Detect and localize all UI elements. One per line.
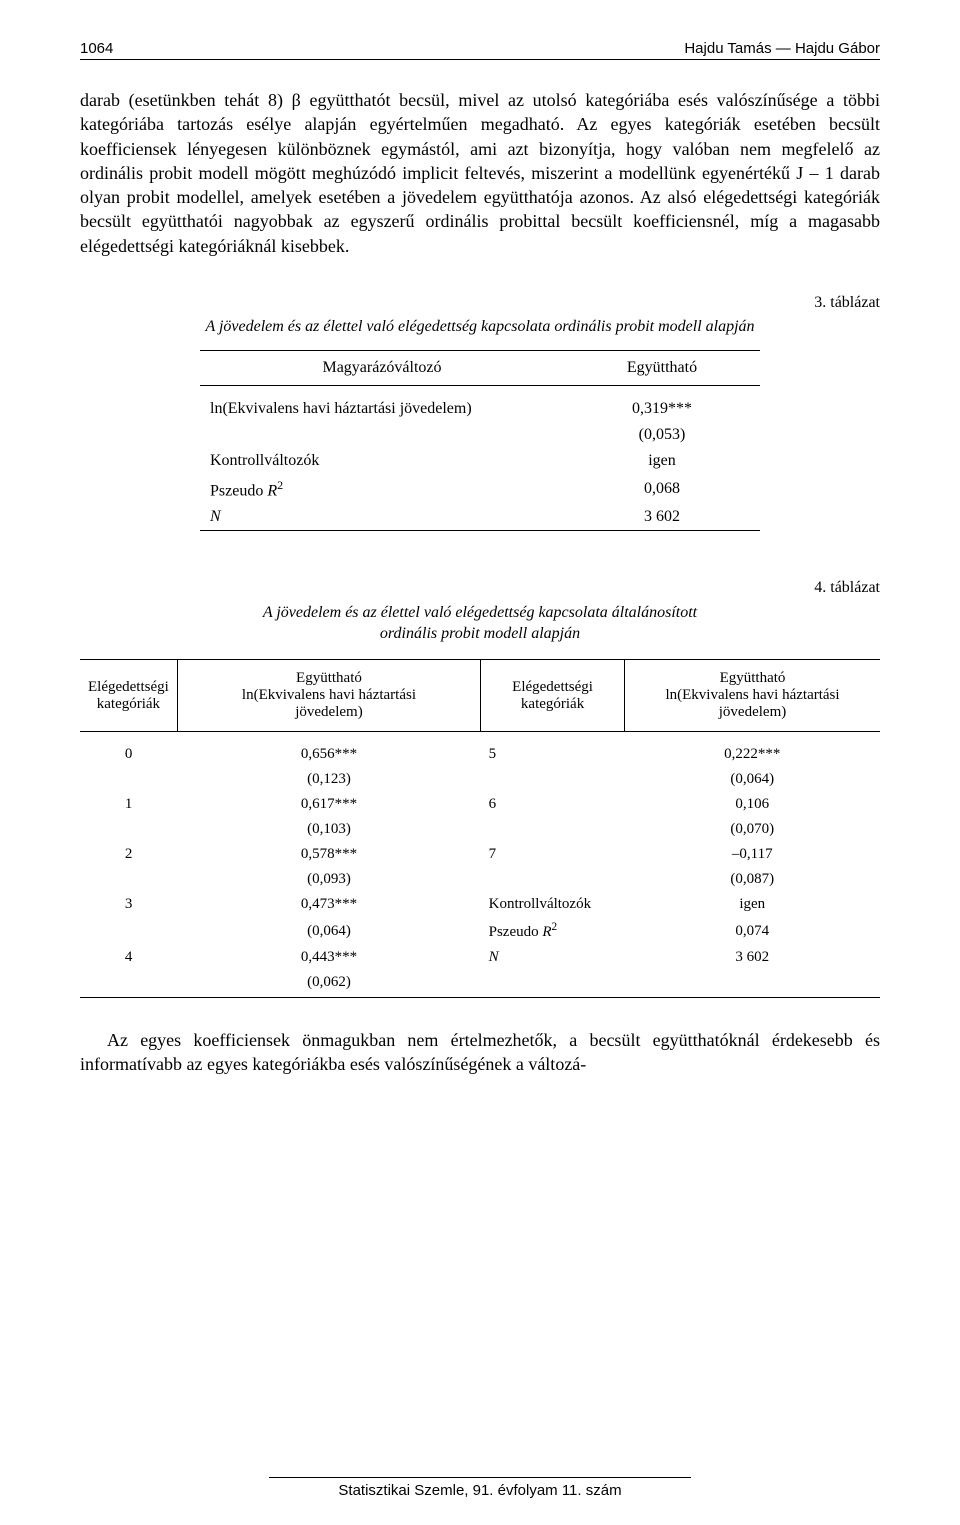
table-row: 2 0,578*** 7 –0,117 — [80, 842, 880, 867]
t4-cell — [625, 970, 880, 998]
table-row: N 3 602 — [200, 504, 760, 531]
table-row: Pszeudo R2 0,068 — [200, 474, 760, 504]
table-row: (0,123) (0,064) — [80, 767, 880, 792]
t4-cell: (0,064) — [177, 917, 480, 945]
t4-cell — [80, 917, 177, 945]
t3-label: Pszeudo R2 — [200, 474, 564, 504]
table4: Elégedettségikategóriák Együttható ln(Ek… — [80, 659, 880, 998]
table4-caption: A jövedelem és az élettel való elégedett… — [80, 603, 880, 645]
table-row: (0,053) — [200, 422, 760, 448]
t3-value: igen — [564, 448, 760, 474]
t3-label: Kontrollváltozók — [200, 448, 564, 474]
table3-col1-header: Magyarázóváltozó — [200, 351, 564, 386]
t4-col1-header: Elégedettségikategóriák — [80, 660, 177, 732]
t4-cell: 0,473*** — [177, 892, 480, 917]
t3-value: 0,319*** — [564, 386, 760, 423]
t4-cell — [80, 970, 177, 998]
table3-number: 3. táblázat — [80, 294, 880, 312]
t4-cell: 0,656*** — [177, 732, 480, 768]
table-row: 3 0,473*** Kontrollváltozók igen — [80, 892, 880, 917]
t4-cell: –0,117 — [625, 842, 880, 867]
t4-col3-header: Elégedettségikategóriák — [481, 660, 625, 732]
t3-value: (0,053) — [564, 422, 760, 448]
t4-cell: 4 — [80, 945, 177, 970]
t4-cell: 0 — [80, 732, 177, 768]
t4-cell — [481, 867, 625, 892]
t4-col2-header: Együttható ln(Ekvivalens havi háztartási… — [177, 660, 480, 732]
table-row: (0,064) Pszeudo R2 0,074 — [80, 917, 880, 945]
t4-cell: (0,123) — [177, 767, 480, 792]
t4-cell: 1 — [80, 792, 177, 817]
table-row: (0,093) (0,087) — [80, 867, 880, 892]
t4-cell — [481, 817, 625, 842]
running-header: 1064 Hajdu Tamás — Hajdu Gábor — [80, 40, 880, 60]
table4-caption-line1: A jövedelem és az élettel való elégedett… — [263, 604, 697, 621]
table-row: 1 0,617*** 6 0,106 — [80, 792, 880, 817]
t4-cell: (0,087) — [625, 867, 880, 892]
t4-cell: 6 — [481, 792, 625, 817]
t4-cell: Pszeudo R2 — [481, 917, 625, 945]
t4-cell: 0,106 — [625, 792, 880, 817]
t4-cell: igen — [625, 892, 880, 917]
table-row: (0,062) — [80, 970, 880, 998]
t4-cell: 3 602 — [625, 945, 880, 970]
t4-cell: 0,578*** — [177, 842, 480, 867]
t4-cell: (0,064) — [625, 767, 880, 792]
t4-cell: 2 — [80, 842, 177, 867]
table4-header-row: Elégedettségikategóriák Együttható ln(Ek… — [80, 660, 880, 732]
t4-cell — [80, 767, 177, 792]
t4-cell — [80, 867, 177, 892]
page-number: 1064 — [80, 40, 113, 57]
t4-cell: 0,443*** — [177, 945, 480, 970]
table3-header-row: Magyarázóváltozó Együttható — [200, 351, 760, 386]
table-row: ln(Ekvivalens havi háztartási jövedelem)… — [200, 386, 760, 423]
t4-cell: (0,103) — [177, 817, 480, 842]
table3: Magyarázóváltozó Együttható ln(Ekvivalen… — [200, 350, 760, 531]
footer-rule — [269, 1477, 691, 1478]
t4-cell: (0,070) — [625, 817, 880, 842]
body-paragraph-2: Az egyes koefficiensek önmagukban nem ér… — [80, 1028, 880, 1077]
t3-label: ln(Ekvivalens havi háztartási jövedelem) — [200, 386, 564, 423]
t4-cell: (0,093) — [177, 867, 480, 892]
table-row: Kontrollváltozók igen — [200, 448, 760, 474]
t4-col4-header: Együttható ln(Ekvivalens havi háztartási… — [625, 660, 880, 732]
t4-cell: N — [481, 945, 625, 970]
running-authors: Hajdu Tamás — Hajdu Gábor — [684, 40, 880, 57]
t4-cell: 0,617*** — [177, 792, 480, 817]
t4-cell: 7 — [481, 842, 625, 867]
t3-value: 3 602 — [564, 504, 760, 531]
page-footer: Statisztikai Szemle, 91. évfolyam 11. sz… — [0, 1477, 960, 1499]
table3-caption: A jövedelem és az élettel való elégedett… — [80, 318, 880, 336]
table-row: 4 0,443*** N 3 602 — [80, 945, 880, 970]
body-paragraph-1: darab (esetünkben tehát 8) β együtthatót… — [80, 88, 880, 258]
t4-cell: (0,062) — [177, 970, 480, 998]
t4-cell: 0,222*** — [625, 732, 880, 768]
table-row: (0,103) (0,070) — [80, 817, 880, 842]
t4-cell — [481, 970, 625, 998]
t4-cell — [80, 817, 177, 842]
footer-text: Statisztikai Szemle, 91. évfolyam 11. sz… — [338, 1482, 621, 1499]
table4-caption-line2: ordinális probit modell alapján — [380, 625, 580, 642]
t4-cell — [481, 767, 625, 792]
t3-label — [200, 422, 564, 448]
table3-col2-header: Együttható — [564, 351, 760, 386]
t3-value: 0,068 — [564, 474, 760, 504]
t4-cell: 3 — [80, 892, 177, 917]
t4-cell: 0,074 — [625, 917, 880, 945]
t3-label: N — [200, 504, 564, 531]
t4-cell: Kontrollváltozók — [481, 892, 625, 917]
t4-cell: 5 — [481, 732, 625, 768]
table-row: 0 0,656*** 5 0,222*** — [80, 732, 880, 768]
table4-number: 4. táblázat — [80, 579, 880, 597]
